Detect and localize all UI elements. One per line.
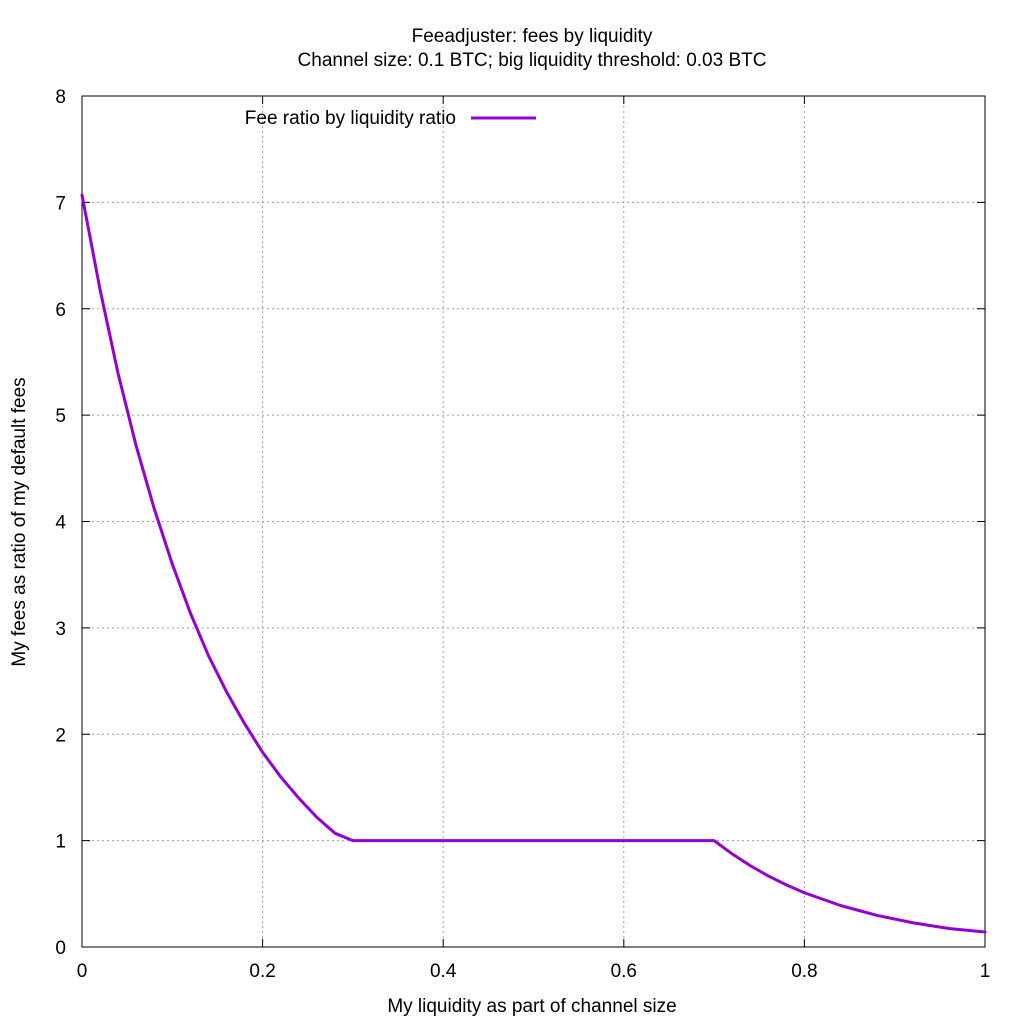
y-tick-label: 3 <box>55 619 66 640</box>
y-tick-label: 7 <box>55 193 66 214</box>
chart-title: Feeadjuster: fees by liquidity <box>412 26 653 47</box>
x-tick-label: 0.2 <box>249 961 275 982</box>
y-tick-label: 5 <box>55 406 66 427</box>
x-tick-label: 1 <box>980 961 991 982</box>
y-tick-label: 1 <box>55 832 66 853</box>
grid-lines <box>82 96 985 947</box>
x-tick-label: 0.6 <box>611 961 637 982</box>
x-tick-label: 0.8 <box>791 961 817 982</box>
chart-subtitle: Channel size: 0.1 BTC; big liquidity thr… <box>298 50 767 71</box>
x-axis-label: My liquidity as part of channel size <box>387 996 676 1017</box>
legend: Fee ratio by liquidity ratio <box>245 108 536 129</box>
y-axis-label: My fees as ratio of my default fees <box>9 377 30 666</box>
series-line <box>80 193 987 934</box>
legend-label: Fee ratio by liquidity ratio <box>245 108 456 129</box>
axis-ticks: 0 0.2 0.4 0.6 0.8 1 0 1 2 3 4 5 6 7 8 <box>55 87 990 982</box>
x-tick-label: 0 <box>77 961 88 982</box>
y-tick-label: 4 <box>55 513 66 534</box>
x-tick-label: 0.4 <box>430 961 457 982</box>
y-tick-label: 8 <box>55 87 66 108</box>
series-layer <box>80 193 987 934</box>
y-tick-label: 0 <box>55 938 66 959</box>
y-tick-label: 2 <box>55 725 66 746</box>
y-tick-label: 6 <box>55 300 66 321</box>
